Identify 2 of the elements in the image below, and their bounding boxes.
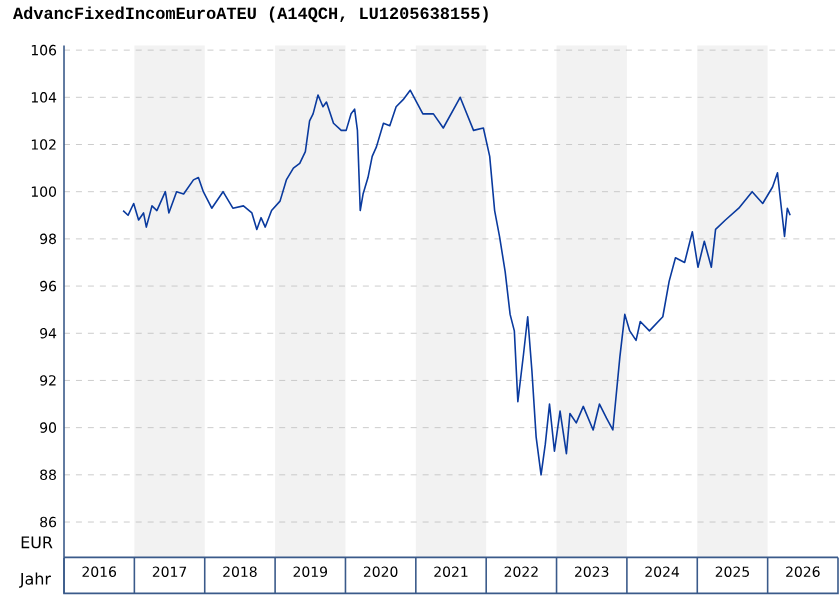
chart-title: AdvancFixedIncomEuroATEU (A14QCH, LU1205638155) — [13, 6, 488, 23]
line-series — [122, 89, 791, 476]
